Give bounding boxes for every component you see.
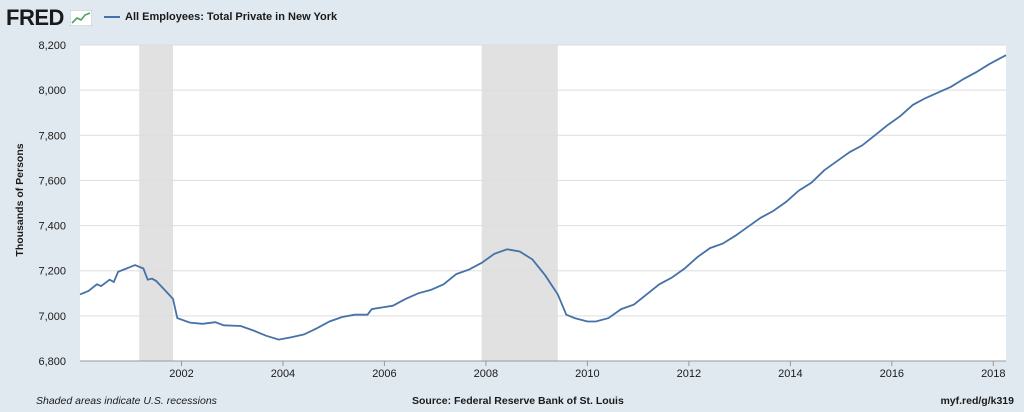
recession-note: Shaded areas indicate U.S. recessions (36, 395, 217, 407)
y-tick-label: 7,600 (38, 175, 66, 187)
y-tick-label: 7,200 (38, 266, 66, 278)
x-tick-label: 2018 (981, 368, 1005, 380)
recession-band (481, 45, 558, 361)
series-line (79, 54, 1007, 341)
line-chart: 6,800 7,000 7,200 7,400 7,600 7,800 8,000 8,200… (14, 40, 1007, 380)
y-axis-label: Thousands of Persons (14, 143, 26, 256)
legend-label: All Employees: Total Private in New York (125, 11, 338, 23)
y-tick-label: 6,800 (38, 356, 66, 368)
chart-header: FRED All Employees: Total Private in New… (0, 0, 1024, 36)
legend-swatch (104, 16, 120, 18)
y-tick-label: 7,000 (38, 311, 66, 323)
x-tick-label: 2010 (575, 368, 599, 380)
fred-link[interactable]: myf.red/g/k319 (940, 395, 1014, 407)
x-tick-label: 2006 (372, 368, 396, 380)
x-tick-label: 2002 (169, 368, 193, 380)
y-tick-label: 8,200 (38, 40, 66, 52)
y-tick-label: 7,400 (38, 221, 66, 233)
x-tick-label: 2014 (778, 368, 802, 380)
y-tick-label: 8,000 (38, 85, 66, 97)
x-tick-label: 2016 (880, 368, 904, 380)
x-tick-label: 2008 (474, 368, 498, 380)
series-legend: All Employees: Total Private in New York (104, 11, 337, 23)
x-tick-label: 2004 (271, 368, 295, 380)
y-tick-label: 7,800 (38, 130, 66, 142)
logo-text: FRED (6, 5, 64, 30)
x-tick-label: 2012 (677, 368, 701, 380)
source-text: Source: Federal Reserve Bank of St. Loui… (412, 395, 624, 407)
recession-band (139, 45, 174, 361)
